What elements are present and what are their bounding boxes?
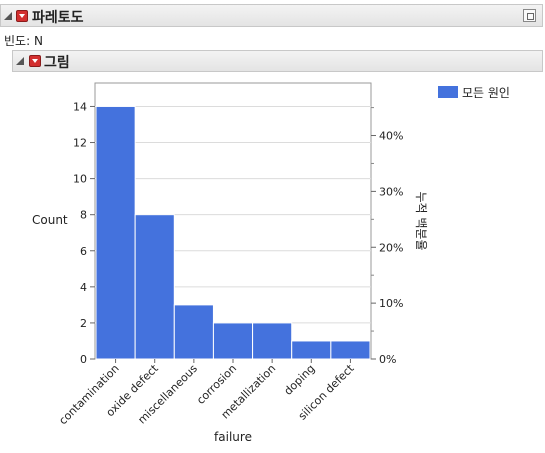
y2-tick-label: 20% — [379, 241, 403, 254]
red-triangle-menu-icon[interactable] — [16, 10, 28, 22]
bar-corrosion[interactable] — [212, 322, 254, 360]
bar-metallization[interactable] — [252, 322, 293, 360]
legend-label: 모든 원인 — [462, 86, 510, 100]
collapse-triangle-icon[interactable] — [16, 57, 24, 65]
pareto-panel-header[interactable]: 파레토도 — [0, 4, 543, 27]
section-title: 그림 — [44, 55, 70, 71]
y-axis-label: Count — [32, 213, 68, 227]
y-tick-label: 14 — [73, 100, 87, 113]
x-axis-label: failure — [214, 430, 252, 444]
y-tick-label: 8 — [80, 209, 87, 222]
y-tick-label: 12 — [73, 137, 87, 150]
bar-contamination[interactable] — [95, 105, 136, 360]
legend-swatch — [438, 86, 458, 98]
collapse-triangle-icon[interactable] — [4, 12, 12, 20]
y-tick-label: 10 — [73, 173, 87, 186]
y-tick-label: 2 — [80, 317, 87, 330]
y-tick-label: 4 — [80, 281, 87, 294]
red-triangle-menu-icon[interactable] — [29, 55, 41, 67]
y2-tick-label: 30% — [379, 185, 403, 198]
bar-silicon-defect[interactable] — [330, 340, 371, 360]
frequency-label: 빈도: N — [4, 34, 43, 48]
plot-section-header[interactable]: 그림 — [12, 50, 543, 72]
y2-axis-label: 누적 백분율 — [414, 191, 428, 250]
legend: 모든 원인 — [438, 86, 510, 100]
bar-doping[interactable] — [291, 340, 332, 360]
x-tick-label: doping — [282, 362, 318, 398]
y-tick-label: 6 — [80, 245, 87, 258]
report-title: 파레토도 — [32, 10, 84, 26]
y2-tick-label: 10% — [379, 297, 403, 310]
y2-tick-label: 40% — [379, 130, 403, 143]
bar-miscellaneous[interactable] — [173, 304, 214, 360]
y-tick-label: 0 — [80, 353, 87, 366]
y2-tick-label: 0% — [379, 353, 396, 366]
bar-oxide-defect[interactable] — [134, 214, 175, 360]
window-restore-icon[interactable] — [523, 9, 536, 22]
